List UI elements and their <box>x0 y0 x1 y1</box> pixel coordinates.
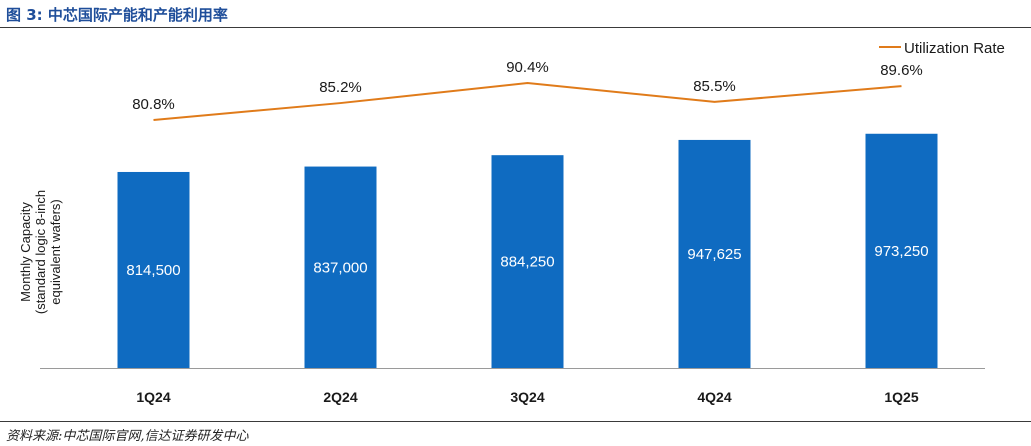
source-rule <box>0 421 1031 422</box>
bar-value-label: 884,250 <box>500 254 554 271</box>
bar-1q24 <box>117 171 190 368</box>
bar-3q24 <box>491 155 564 368</box>
y-axis-label-line: Monthly Capacity <box>18 202 33 302</box>
legend-label-utilization: Utilization Rate <box>904 40 1005 57</box>
legend: Utilization Rate <box>879 40 1005 57</box>
bar-1q25 <box>865 133 938 368</box>
utilization-value-label: 90.4% <box>506 59 549 76</box>
bar-4q24 <box>678 139 751 368</box>
y-axis-label-line: equivalent wafers) <box>48 199 63 305</box>
bar-value-label: 814,500 <box>126 262 180 279</box>
bar-value-label: 973,250 <box>874 243 928 260</box>
y-axis-label-line: (standard logic 8-inch <box>33 190 48 314</box>
x-tick-label: 2Q24 <box>323 389 357 405</box>
x-tick-label: 1Q24 <box>136 389 170 405</box>
x-tick-label: 1Q25 <box>884 389 918 405</box>
x-tick-label: 3Q24 <box>510 389 544 405</box>
utilization-value-label: 89.6% <box>880 62 923 79</box>
utilization-line <box>153 82 902 121</box>
title-rule <box>0 27 1031 28</box>
utilization-value-label: 85.5% <box>693 78 736 95</box>
utilization-value-label: 80.8% <box>132 96 175 113</box>
x-tick-label: 4Q24 <box>697 389 731 405</box>
bar-value-label: 947,625 <box>687 246 741 263</box>
figure-source: 资料来源:中芯国际官网,信达证券研发中心 <box>6 429 249 444</box>
y-axis-label: Monthly Capacity (standard logic 8-inch eq… <box>18 190 63 314</box>
figure-title: 图 3: 中芯国际产能和产能利用率 <box>6 6 228 24</box>
bar-value-label: 837,000 <box>313 259 367 276</box>
utilization-value-label: 85.2% <box>319 79 362 96</box>
bar-2q24 <box>304 166 377 368</box>
